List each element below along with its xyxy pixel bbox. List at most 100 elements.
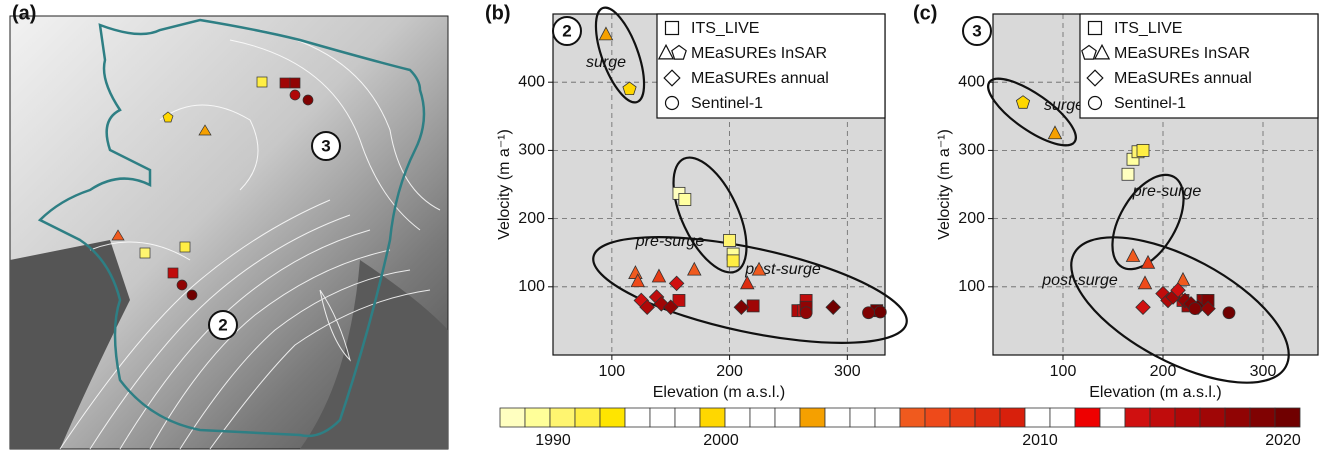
colorbar-tick-label: 2010 [1022, 432, 1058, 449]
colorbar-cell [1050, 408, 1075, 427]
map-marker [290, 90, 300, 100]
map-badge-label: 2 [218, 315, 227, 334]
y-tick-label: 200 [958, 210, 985, 227]
badge-label: 2 [562, 21, 571, 40]
colorbar-cell [600, 408, 625, 427]
map-marker [257, 77, 267, 87]
data-point [727, 255, 739, 267]
colorbar-cell [1125, 408, 1150, 427]
colorbar-cell [675, 408, 700, 427]
data-point [1122, 168, 1134, 180]
annotation: post-surge [1041, 272, 1118, 289]
colorbar-cell [1100, 408, 1125, 427]
y-tick-label: 300 [518, 142, 545, 159]
colorbar-cell [925, 408, 950, 427]
legend-marker [1089, 97, 1102, 110]
data-point [1189, 303, 1201, 315]
legend-label: MEaSUREs InSAR [1114, 45, 1250, 62]
colorbar-cell [775, 408, 800, 427]
y-tick-label: 400 [958, 73, 985, 90]
annotation: surge [1044, 97, 1084, 114]
y-axis-label: Velocity (m a⁻¹) [936, 129, 953, 240]
map-marker [303, 95, 313, 105]
legend-marker [666, 97, 679, 110]
data-point [1137, 144, 1149, 156]
legend-label: Sentinel-1 [691, 95, 763, 112]
colorbar-cell [1025, 408, 1050, 427]
x-axis-label: Elevation (m a.s.l.) [653, 384, 785, 401]
colorbar-cell [1225, 408, 1250, 427]
legend-label: MEaSUREs annual [1114, 70, 1252, 87]
colorbar-cell [650, 408, 675, 427]
map-marker [280, 78, 290, 88]
colorbar-cell [550, 408, 575, 427]
data-point [863, 307, 875, 319]
data-point [800, 307, 812, 319]
annotation: surge [586, 54, 626, 71]
colorbar-cell [700, 408, 725, 427]
legend-label: ITS_LIVE [691, 20, 759, 37]
data-point [1223, 307, 1235, 319]
y-tick-label: 300 [958, 142, 985, 159]
panel-label: (b) [485, 2, 511, 24]
colorbar-cell [800, 408, 825, 427]
colorbar-cell [900, 408, 925, 427]
colorbar-tick-label: 2000 [703, 432, 739, 449]
figure: (a) 3 2 100 200 300 400 100 200 300 Elevation (… [0, 0, 1333, 453]
map-marker [180, 242, 190, 252]
map-panel: (a) 3 2 [10, 2, 448, 449]
y-tick-label: 100 [958, 278, 985, 295]
y-tick-label: 400 [518, 73, 545, 90]
data-point [747, 300, 759, 312]
colorbar-tick-label: 2020 [1265, 432, 1301, 449]
annotation: pre-surge [635, 233, 705, 250]
badge-label: 3 [972, 21, 981, 40]
colorbar-cell [750, 408, 775, 427]
colorbar-cell [975, 408, 1000, 427]
colorbar-cell [1275, 408, 1300, 427]
colorbar-cell [575, 408, 600, 427]
panel-label: (c) [913, 2, 937, 24]
x-tick-label: 100 [599, 363, 626, 380]
colorbar-cell [825, 408, 850, 427]
legend-label: MEaSUREs annual [691, 70, 829, 87]
x-tick-label: 200 [1150, 363, 1177, 380]
y-tick-label: 200 [518, 210, 545, 227]
colorbar-cell [500, 408, 525, 427]
legend-marker [666, 22, 679, 35]
map-badge-label: 3 [321, 136, 330, 155]
legend-label: ITS_LIVE [1114, 20, 1182, 37]
map-marker [177, 280, 187, 290]
colorbar-tick-label: 1990 [535, 432, 571, 449]
colorbar-cell [850, 408, 875, 427]
x-tick-label: 200 [716, 363, 743, 380]
legend-marker [1089, 22, 1102, 35]
colorbar-cell [525, 408, 550, 427]
colorbar-cell [725, 408, 750, 427]
map-marker [168, 268, 178, 278]
data-point [874, 306, 886, 318]
data-point [679, 194, 691, 206]
panel-label: (a) [12, 2, 36, 24]
y-axis-label: Velocity (m a⁻¹) [496, 129, 513, 240]
x-tick-label: 300 [834, 363, 861, 380]
data-point [724, 234, 736, 246]
colorbar-cell [950, 408, 975, 427]
legend-label: MEaSUREs InSAR [691, 45, 827, 62]
colorbar-cell [1000, 408, 1025, 427]
x-tick-label: 100 [1050, 363, 1077, 380]
map-marker [140, 248, 150, 258]
colorbar-cell [1250, 408, 1275, 427]
map-marker [187, 290, 197, 300]
annotation: pre-surge [1132, 183, 1202, 200]
colorbar-cell [875, 408, 900, 427]
colorbar-cell [625, 408, 650, 427]
y-tick-label: 100 [518, 278, 545, 295]
colorbar-cell [1175, 408, 1200, 427]
colorbar-cell [1150, 408, 1175, 427]
x-axis-label: Elevation (m a.s.l.) [1089, 384, 1221, 401]
colorbar-cell [1200, 408, 1225, 427]
legend-label: Sentinel-1 [1114, 95, 1186, 112]
colorbar-cell [1075, 408, 1100, 427]
map-marker [290, 78, 300, 88]
